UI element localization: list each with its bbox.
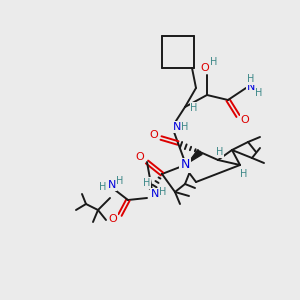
Text: H: H bbox=[116, 176, 124, 186]
Text: N: N bbox=[108, 180, 116, 190]
Text: H: H bbox=[240, 169, 248, 179]
Text: H: H bbox=[143, 178, 151, 188]
Text: O: O bbox=[109, 214, 117, 224]
Text: N: N bbox=[173, 122, 181, 132]
Text: H: H bbox=[159, 187, 167, 197]
Text: N: N bbox=[247, 82, 255, 92]
Text: N: N bbox=[151, 189, 159, 199]
Text: H: H bbox=[255, 88, 263, 98]
Text: N: N bbox=[180, 158, 190, 172]
Text: H: H bbox=[99, 182, 107, 192]
Text: H: H bbox=[247, 74, 255, 84]
Text: H: H bbox=[216, 147, 224, 157]
Text: O: O bbox=[241, 115, 249, 125]
Text: H: H bbox=[181, 122, 189, 132]
Text: O: O bbox=[201, 63, 209, 73]
Text: H: H bbox=[190, 103, 198, 113]
Text: O: O bbox=[150, 130, 158, 140]
Text: O: O bbox=[136, 152, 144, 162]
Text: H: H bbox=[210, 57, 218, 67]
Polygon shape bbox=[188, 150, 202, 163]
